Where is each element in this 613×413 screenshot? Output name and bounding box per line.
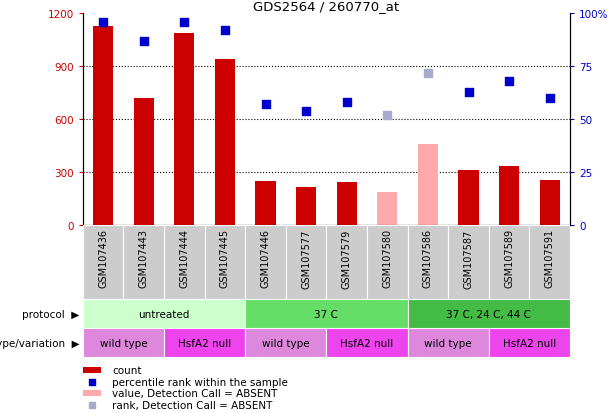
Text: GSM107589: GSM107589 [504, 229, 514, 288]
Text: GSM107446: GSM107446 [261, 229, 270, 288]
Text: rank, Detection Call = ABSENT: rank, Detection Call = ABSENT [112, 400, 272, 410]
Point [301, 108, 311, 115]
Point [87, 378, 97, 385]
Text: GSM107587: GSM107587 [463, 229, 474, 288]
Bar [408, 225, 448, 299]
Bar [499, 166, 519, 225]
Text: genotype/variation  ▶: genotype/variation ▶ [0, 338, 80, 348]
Bar [164, 225, 205, 299]
Bar [83, 391, 101, 396]
Point [504, 78, 514, 85]
Bar [448, 225, 489, 299]
Text: GSM107586: GSM107586 [423, 229, 433, 288]
Bar [327, 328, 408, 357]
Bar [296, 188, 316, 225]
Bar [123, 225, 164, 299]
Bar [327, 225, 367, 299]
Bar [408, 299, 570, 328]
Text: count: count [112, 365, 142, 375]
Bar [459, 171, 479, 225]
Bar [83, 225, 123, 299]
Point [98, 19, 108, 26]
Text: GSM107591: GSM107591 [545, 229, 555, 288]
Bar [245, 225, 286, 299]
Bar [539, 180, 560, 225]
Text: GSM107445: GSM107445 [220, 229, 230, 288]
Text: wild type: wild type [424, 338, 472, 348]
Bar [530, 225, 570, 299]
Text: HsfA2 null: HsfA2 null [178, 338, 231, 348]
Text: percentile rank within the sample: percentile rank within the sample [112, 377, 288, 387]
Point [463, 89, 473, 96]
Bar [489, 328, 570, 357]
Bar [337, 183, 357, 225]
Bar [174, 34, 194, 225]
Text: GSM107579: GSM107579 [341, 229, 352, 288]
Bar [256, 181, 276, 225]
Point [220, 28, 230, 35]
Bar [134, 99, 154, 225]
Text: value, Detection Call = ABSENT: value, Detection Call = ABSENT [112, 388, 277, 399]
Text: protocol  ▶: protocol ▶ [23, 309, 80, 319]
Bar [164, 328, 245, 357]
Text: HsfA2 null: HsfA2 null [503, 338, 556, 348]
Bar [489, 225, 530, 299]
Point [139, 38, 148, 45]
Bar [286, 225, 326, 299]
Text: GSM107580: GSM107580 [383, 229, 392, 288]
Bar [367, 225, 408, 299]
Text: GSM107577: GSM107577 [301, 229, 311, 288]
Bar [408, 328, 489, 357]
Point [383, 112, 392, 119]
Bar [83, 328, 164, 357]
Bar [83, 299, 245, 328]
Point [261, 102, 270, 108]
Text: GSM107443: GSM107443 [139, 229, 149, 288]
Text: GSM107444: GSM107444 [179, 229, 189, 288]
Point [423, 70, 433, 77]
Point [342, 100, 352, 106]
Text: GSM107436: GSM107436 [98, 229, 108, 288]
Text: wild type: wild type [99, 338, 147, 348]
Bar [418, 144, 438, 225]
Text: wild type: wild type [262, 338, 310, 348]
Point [87, 402, 97, 408]
Bar [245, 299, 408, 328]
Bar [83, 367, 101, 373]
Point [180, 19, 189, 26]
Text: untreated: untreated [139, 309, 189, 319]
Text: 37 C: 37 C [314, 309, 338, 319]
Point [545, 95, 555, 102]
Text: 37 C, 24 C, 44 C: 37 C, 24 C, 44 C [446, 309, 531, 319]
Title: GDS2564 / 260770_at: GDS2564 / 260770_at [253, 0, 400, 13]
Text: HsfA2 null: HsfA2 null [340, 338, 394, 348]
Bar [93, 27, 113, 225]
Bar [205, 225, 245, 299]
Bar [245, 328, 327, 357]
Bar [215, 60, 235, 225]
Bar [377, 192, 397, 225]
